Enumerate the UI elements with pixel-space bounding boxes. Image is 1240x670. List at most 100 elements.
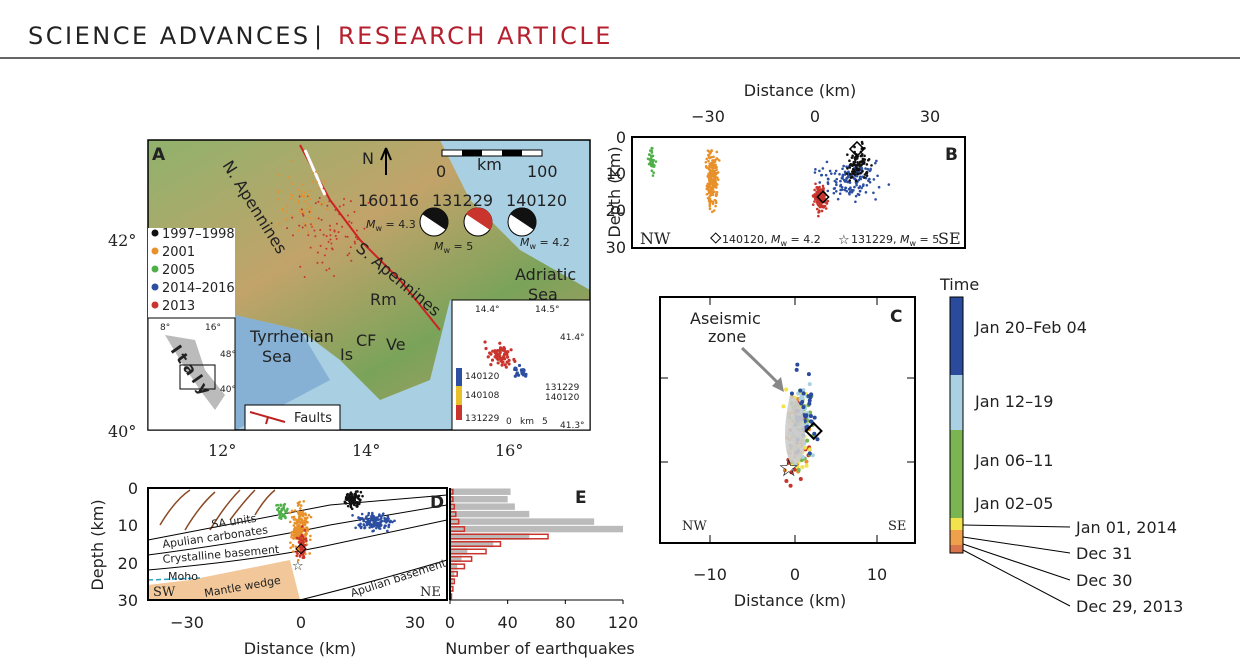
seismic-event <box>502 352 507 356</box>
seismic-event <box>813 195 817 198</box>
seismic-event <box>707 159 710 163</box>
seismic-event <box>708 202 712 206</box>
seismic-event <box>520 372 524 376</box>
y-tick-label: 30 <box>118 591 138 610</box>
seismic-event <box>499 347 503 351</box>
seismic-event <box>850 188 853 192</box>
seismic-event <box>794 367 799 372</box>
seismic-event <box>800 400 805 405</box>
seismic-event <box>851 163 855 166</box>
seismic-event <box>784 479 789 484</box>
seismic-event <box>707 197 711 201</box>
seismic-event <box>853 177 857 181</box>
corner-label: SE <box>888 519 906 534</box>
seismic-event <box>391 520 394 524</box>
y-tick-label: 20 <box>118 554 138 573</box>
region-label: Adriatic <box>515 265 576 284</box>
seismic-event <box>865 163 869 166</box>
seismic-event <box>817 214 820 218</box>
seismic-event <box>868 180 872 184</box>
aseismic-zone <box>785 395 805 464</box>
seismic-event <box>290 533 294 537</box>
seismic-event <box>863 176 866 179</box>
seismic-event <box>715 172 718 175</box>
diamond-symbol <box>848 140 866 158</box>
seismic-event <box>501 360 505 364</box>
seismic-event <box>650 151 654 154</box>
seismic-event <box>323 180 326 183</box>
colorbar-segment <box>950 545 963 553</box>
seismic-event <box>346 235 349 238</box>
x-axis-title: Number of earthquakes <box>445 639 634 658</box>
fault-symbol <box>249 411 286 425</box>
seismic-event <box>710 210 714 214</box>
seismic-event <box>329 234 332 237</box>
seismic-event <box>811 203 815 206</box>
legend-entry: 2013 <box>162 299 195 314</box>
seismic-event <box>483 340 487 344</box>
x-tick-label: −10 <box>693 565 727 584</box>
zoom-colorbar <box>456 405 462 420</box>
seismic-event <box>825 160 829 164</box>
seismic-event <box>362 519 366 523</box>
zoom-scale: 0 <box>506 417 512 427</box>
seismic-event <box>286 227 289 230</box>
seismic-event <box>305 526 309 529</box>
seismic-event <box>353 494 357 498</box>
annotation-arrow <box>772 377 784 392</box>
seismic-event <box>334 234 337 237</box>
seismic-event <box>716 157 719 161</box>
faults-label: Faults <box>294 411 332 426</box>
seismic-event <box>709 192 712 195</box>
zoom-legend: 131229 <box>545 383 580 393</box>
seismic-event <box>502 345 506 350</box>
seismic-event <box>314 170 317 173</box>
seismic-event <box>297 537 301 540</box>
seismic-event <box>301 510 305 513</box>
seismic-event <box>503 363 507 367</box>
seismic-event <box>338 205 341 208</box>
seismic-event <box>306 203 309 206</box>
seismic-event <box>393 519 396 523</box>
seismic-event <box>834 181 838 184</box>
mantle-wedge <box>148 560 300 600</box>
seismic-event <box>814 182 817 186</box>
seismic-event <box>830 172 833 175</box>
seismic-event <box>371 518 375 521</box>
zoom-colorbar-label: 140108 <box>465 391 500 401</box>
seismic-event <box>308 189 311 192</box>
lon-tick: 12° <box>208 441 236 460</box>
legend-entry: 140120, Mw = 4.2 <box>722 233 821 248</box>
seismic-event <box>360 512 364 516</box>
histogram-bar <box>450 525 623 533</box>
scale-zero: 0 <box>436 162 446 181</box>
seismic-event <box>276 507 280 511</box>
corner-label: SW <box>153 585 176 600</box>
seismic-event <box>353 240 356 243</box>
seismic-event <box>319 203 322 206</box>
seismic-event <box>301 521 305 525</box>
seismic-event <box>300 208 303 211</box>
faults-legend <box>244 404 341 431</box>
seismic-event <box>504 365 508 369</box>
seismic-event <box>816 192 820 196</box>
seismic-event <box>286 205 289 208</box>
diamond-symbol <box>295 543 307 555</box>
seismic-event <box>301 213 304 216</box>
seismic-event <box>298 208 301 211</box>
colorbar-frame <box>949 296 964 554</box>
seismic-event <box>323 254 326 257</box>
seismic-event <box>848 179 852 182</box>
seismic-event <box>306 215 309 218</box>
seismic-event <box>864 167 867 170</box>
corner-label: NE <box>420 585 441 600</box>
y-tick-label: 0 <box>128 479 138 498</box>
seismic-event <box>279 514 282 518</box>
seismic-event <box>490 358 495 362</box>
histogram-bar <box>450 533 530 540</box>
seismic-event <box>710 155 713 159</box>
fault-highlight <box>303 149 327 196</box>
seismic-event <box>792 467 797 472</box>
x-axis-title: Distance (km) <box>744 81 856 100</box>
seismic-event <box>715 176 719 179</box>
